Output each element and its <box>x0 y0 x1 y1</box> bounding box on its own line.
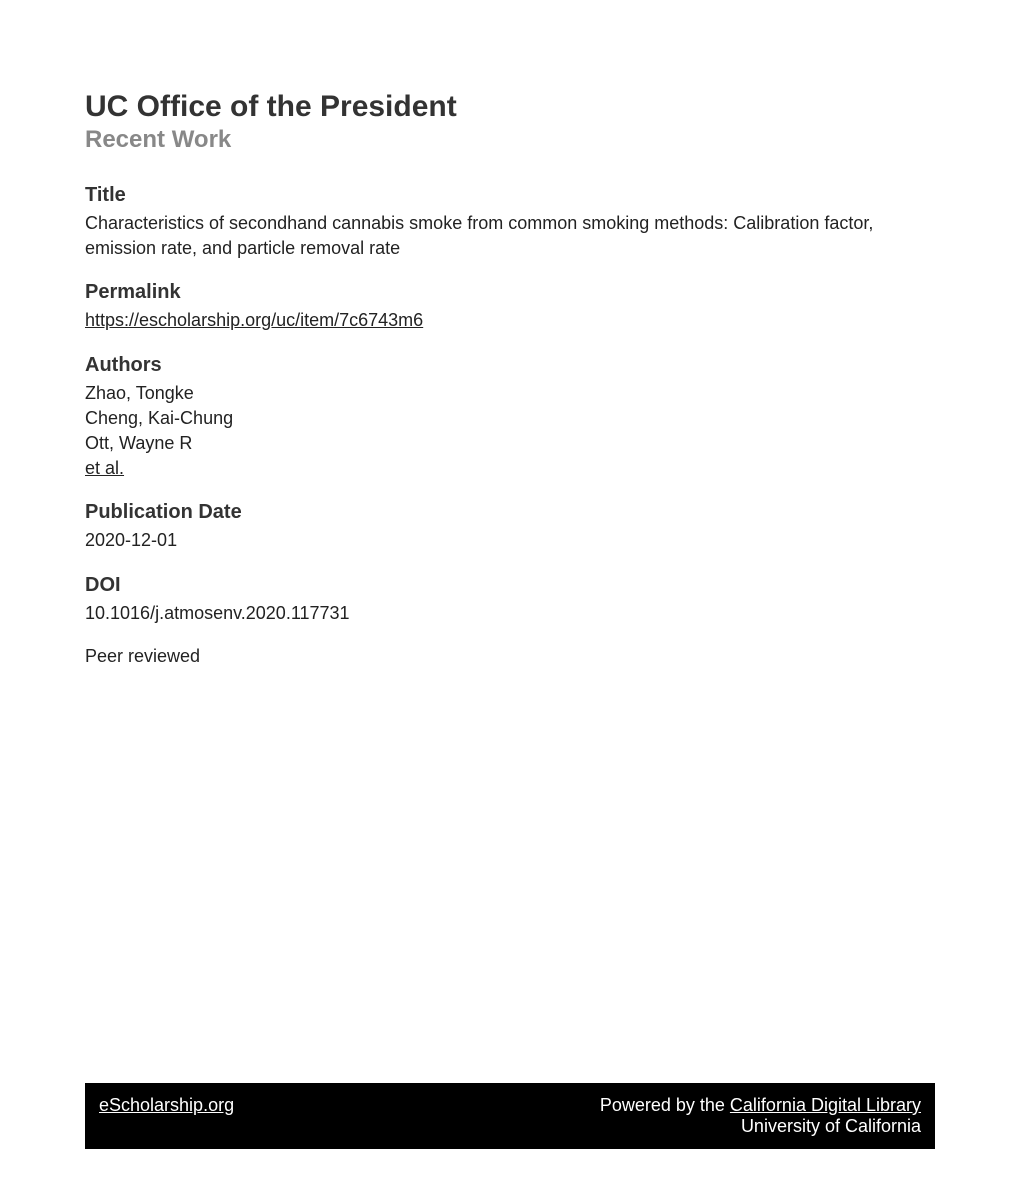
authors-list: Zhao, Tongke Cheng, Kai-Chung Ott, Wayne… <box>85 381 935 482</box>
sub-heading: Recent Work <box>85 126 935 154</box>
permalink-section: Permalink https://escholarship.org/uc/it… <box>85 281 935 333</box>
footer-cdl-link[interactable]: California Digital Library <box>730 1095 921 1115</box>
powered-by-prefix: Powered by the <box>600 1095 730 1115</box>
authors-label: Authors <box>85 354 935 377</box>
footer-powered-by: Powered by the California Digital Librar… <box>600 1095 921 1116</box>
publication-date-value: 2020-12-01 <box>85 528 935 553</box>
author-item: Cheng, Kai-Chung <box>85 406 935 431</box>
doi-label: DOI <box>85 574 935 597</box>
doi-value: 10.1016/j.atmosenv.2020.117731 <box>85 601 935 626</box>
title-text: Characteristics of secondhand cannabis s… <box>85 211 935 261</box>
author-item: Ott, Wayne R <box>85 431 935 456</box>
title-label: Title <box>85 184 935 207</box>
permalink-link[interactable]: https://escholarship.org/uc/item/7c6743m… <box>85 310 423 330</box>
doi-section: DOI 10.1016/j.atmosenv.2020.117731 <box>85 574 935 626</box>
footer: eScholarship.org Powered by the Californ… <box>85 1083 935 1149</box>
main-heading: UC Office of the President <box>85 90 935 124</box>
peer-reviewed-text: Peer reviewed <box>85 646 935 667</box>
footer-institution: University of California <box>600 1116 921 1137</box>
footer-site-link[interactable]: eScholarship.org <box>99 1095 234 1116</box>
permalink-value: https://escholarship.org/uc/item/7c6743m… <box>85 308 935 333</box>
author-item: Zhao, Tongke <box>85 381 935 406</box>
publication-date-section: Publication Date 2020-12-01 <box>85 501 935 553</box>
title-section: Title Characteristics of secondhand cann… <box>85 184 935 261</box>
footer-right: Powered by the California Digital Librar… <box>600 1095 921 1137</box>
authors-section: Authors Zhao, Tongke Cheng, Kai-Chung Ot… <box>85 354 935 482</box>
publication-date-label: Publication Date <box>85 501 935 524</box>
et-al-link[interactable]: et al. <box>85 456 935 481</box>
page-content: UC Office of the President Recent Work T… <box>0 0 1020 667</box>
permalink-label: Permalink <box>85 281 935 304</box>
